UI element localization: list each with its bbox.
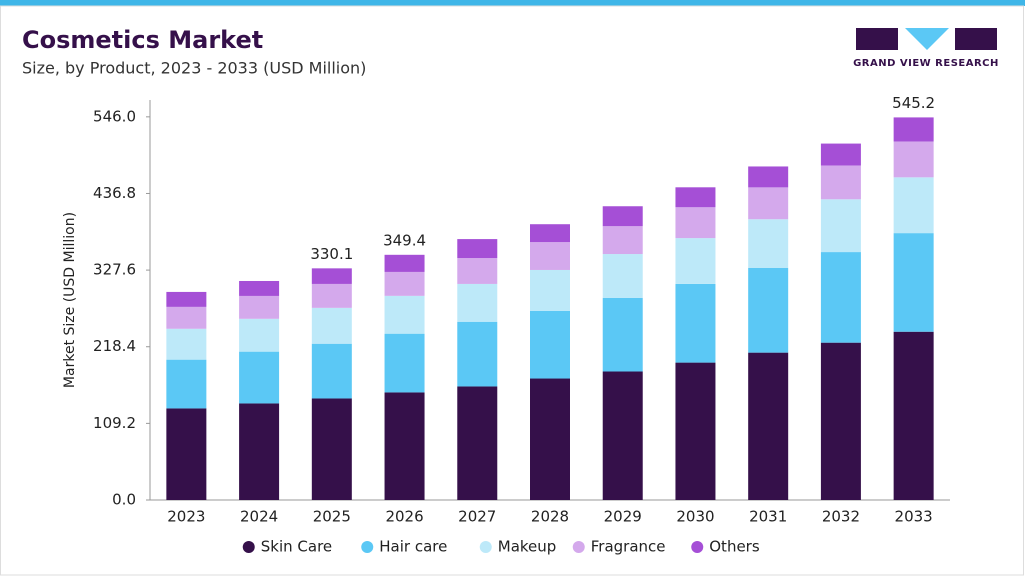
x-tick-label: 2031 <box>749 508 787 526</box>
logo-block <box>905 28 949 50</box>
x-tick-label: 2025 <box>313 508 351 526</box>
logo-text: GRAND VIEW RESEARCH <box>853 58 999 69</box>
bar-segment <box>166 306 207 329</box>
bar-segment <box>748 166 789 188</box>
y-tick-label: 218.4 <box>93 337 136 355</box>
bar-segment <box>530 310 570 379</box>
x-tick-label: 2030 <box>676 508 714 526</box>
logo-block <box>955 28 997 50</box>
legend-swatch <box>479 541 492 553</box>
bar-segment <box>530 378 570 500</box>
bar-segment <box>530 224 570 243</box>
bar-segment <box>675 187 716 208</box>
bar-segment <box>239 295 280 319</box>
x-tick-label: 2033 <box>895 508 933 526</box>
chart-title: Cosmetics Market <box>22 26 263 54</box>
bar-segment <box>748 219 789 268</box>
bar-segment <box>530 269 570 311</box>
y-axis-label: Market Size (USD Million) <box>62 212 78 388</box>
bar-segment <box>239 403 280 500</box>
bar-segment <box>820 165 861 200</box>
bar-segment <box>384 271 425 296</box>
bar-segment <box>602 226 643 255</box>
bar-segment <box>311 268 352 284</box>
legend-label: Skin Care <box>261 538 332 556</box>
y-tick-label: 0.0 <box>112 491 136 509</box>
bar-segment <box>893 141 934 178</box>
bar-segment <box>675 207 716 239</box>
frame <box>0 5 1024 576</box>
bar-segment <box>239 280 280 296</box>
bar-segment <box>675 362 716 500</box>
total-label: 545.2 <box>892 94 935 112</box>
bar-segment <box>384 333 425 393</box>
legend-swatch <box>361 541 374 553</box>
bar-segment <box>166 408 207 500</box>
bar-segment <box>384 295 425 334</box>
bar-segment <box>457 386 498 500</box>
logo: GRAND VIEW RESEARCH <box>853 28 999 69</box>
bar-segment <box>166 328 207 360</box>
bar-segment <box>457 239 498 259</box>
legend-label: Hair care <box>379 538 447 556</box>
bar-segment <box>166 359 207 409</box>
bar-segment <box>457 258 498 284</box>
bar-segment <box>311 343 352 399</box>
bar-segment <box>239 318 280 352</box>
x-tick-label: 2024 <box>240 508 278 526</box>
bar-segment <box>820 143 861 166</box>
total-label: 349.4 <box>383 231 426 249</box>
bar-segment <box>166 291 207 307</box>
bar-segment <box>457 321 498 387</box>
bar-segment <box>893 177 934 234</box>
bar-segment <box>893 331 934 500</box>
bar-segment <box>602 206 643 227</box>
y-tick-label: 546.0 <box>93 107 136 125</box>
legend-label: Makeup <box>498 538 557 556</box>
bar-segment <box>820 252 861 343</box>
x-tick-label: 2029 <box>604 508 642 526</box>
y-tick-label: 109.2 <box>93 414 136 432</box>
bar-segment <box>748 187 789 220</box>
bar-segment <box>602 297 643 372</box>
legend-label: Others <box>709 538 760 556</box>
x-tick-label: 2026 <box>385 508 423 526</box>
bar-segment <box>748 268 789 353</box>
legend-swatch <box>572 541 585 553</box>
y-tick-label: 436.8 <box>93 184 136 202</box>
bar-segment <box>602 254 643 298</box>
top-bar <box>0 0 1025 6</box>
bar-segment <box>893 233 934 332</box>
bar-segment <box>675 238 716 284</box>
bar-segment <box>602 371 643 500</box>
bar-segment <box>384 392 425 500</box>
y-tick-label: 327.6 <box>93 261 136 279</box>
bar-segment <box>675 283 716 363</box>
bar-segment <box>239 351 280 404</box>
bar-segment <box>457 283 498 322</box>
chart-subtitle: Size, by Product, 2023 - 2033 (USD Milli… <box>22 59 366 78</box>
bar-segment <box>311 283 352 308</box>
legend-label: Fragrance <box>591 538 666 556</box>
x-tick-label: 2023 <box>167 508 205 526</box>
bar-segment <box>748 352 789 500</box>
legend-swatch <box>691 541 704 553</box>
x-tick-label: 2027 <box>458 508 496 526</box>
bar-segment <box>893 117 934 142</box>
bar-segment <box>311 398 352 500</box>
bar-segment <box>820 342 861 500</box>
bar-segment <box>384 254 425 272</box>
bar-segment <box>820 199 861 253</box>
legend-swatch <box>242 541 255 553</box>
logo-block <box>856 28 898 50</box>
x-tick-label: 2032 <box>822 508 860 526</box>
bar-segment <box>311 307 352 344</box>
x-tick-label: 2028 <box>531 508 569 526</box>
total-label: 330.1 <box>310 245 353 263</box>
bar-segment <box>530 242 570 270</box>
